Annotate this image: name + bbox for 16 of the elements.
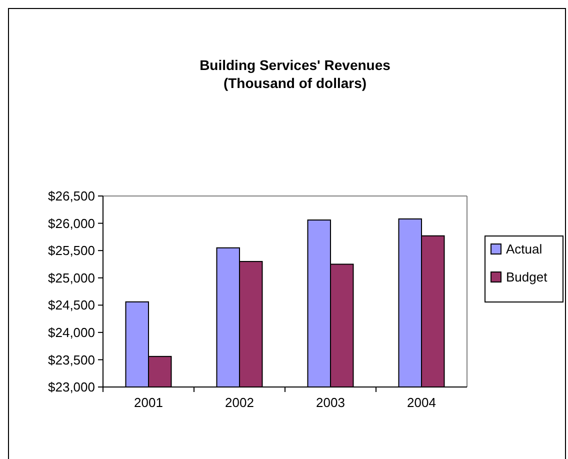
y-tick-label: $23,000 — [48, 380, 95, 395]
y-tick-label: $23,500 — [48, 352, 95, 368]
legend-label: Budget — [506, 270, 548, 285]
y-tick-label: $25,000 — [48, 270, 95, 286]
y-tick-label: $24,000 — [48, 324, 95, 340]
chart-subtitle: (Thousand of dollars) — [223, 75, 367, 91]
x-tick-label: 2001 — [134, 395, 163, 410]
y-tick-label: $26,500 — [48, 188, 95, 204]
x-tick-label: 2002 — [225, 395, 254, 410]
y-tick-label: $25,500 — [48, 243, 95, 258]
legend-label: Actual — [506, 242, 542, 257]
chart-title: Building Services' Revenues — [200, 57, 391, 73]
y-tick-label: $24,500 — [48, 298, 95, 313]
y-tick-label: $26,000 — [48, 216, 95, 231]
x-tick-label: 2004 — [407, 395, 436, 410]
x-tick-label: 2003 — [316, 395, 345, 410]
